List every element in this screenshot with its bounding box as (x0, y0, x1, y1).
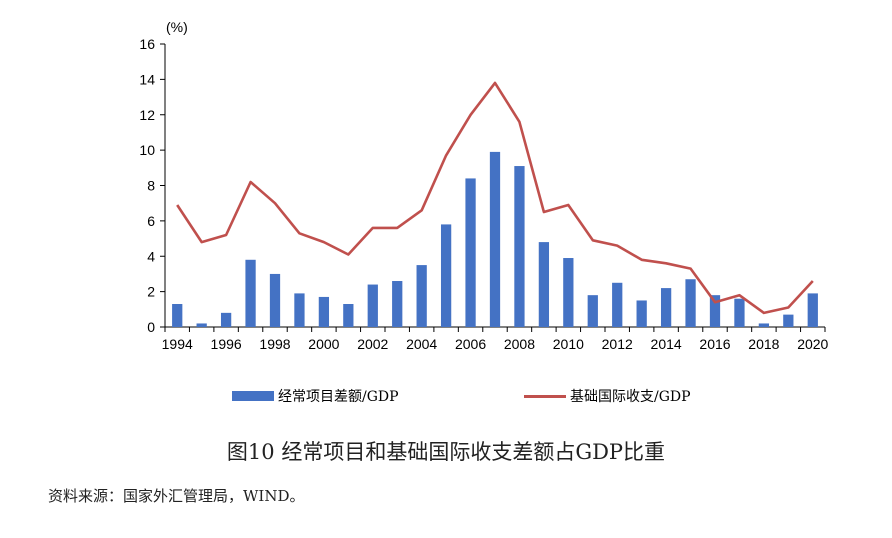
chart: 0 2 4 6 8 10 12 14 16 1994 1996 1998 2000 2002 2004 20… (139, 19, 829, 352)
legend-line-swatch (524, 394, 566, 398)
bar (172, 304, 183, 327)
x-tick-label: 2012 (602, 336, 633, 352)
bar (783, 314, 794, 327)
bar (709, 295, 721, 327)
y-tick-label: 6 (147, 213, 155, 229)
bar (660, 288, 672, 327)
bar (612, 282, 623, 327)
y-tick-label: 14 (139, 71, 155, 87)
bar (563, 258, 574, 327)
bar (489, 151, 501, 327)
bar (196, 323, 207, 327)
line-series (176, 81, 814, 315)
bar (416, 265, 427, 327)
bar (538, 242, 550, 327)
bar (758, 323, 770, 327)
bar (685, 279, 696, 327)
x-tick-label: 1994 (162, 336, 193, 352)
bar (440, 224, 452, 327)
x-axis: 1994 1996 1998 2000 2002 2004 2006 2008 2010 2012… (162, 326, 829, 352)
y-tick-label: 12 (139, 107, 155, 123)
bar (392, 281, 403, 327)
bar (245, 259, 256, 327)
bar (367, 284, 378, 327)
x-tick-label: 2016 (699, 336, 730, 352)
x-tick-label: 2004 (406, 336, 437, 352)
bar (269, 273, 281, 327)
figure-caption: 图10 经常项目和基础国际收支差额占GDP比重 (226, 440, 666, 464)
x-tick-label: 2002 (357, 336, 388, 352)
legend-label-current-account: 经常项目差额/GDP (278, 389, 399, 405)
y-tick-label: 16 (139, 36, 155, 52)
bar (734, 298, 745, 327)
bar (807, 293, 818, 327)
x-tick-label: 2010 (553, 336, 584, 352)
y-tick-label: 10 (139, 142, 155, 158)
source-note: 资料来源：国家外汇管理局，WIND。 (48, 487, 305, 505)
y-axis: 0 2 4 6 8 10 12 14 16 (139, 36, 166, 335)
legend-label-basic-balance: 基础国际收支/GDP (570, 389, 691, 405)
x-tick-label: 1998 (259, 336, 290, 352)
x-tick-label: 2006 (455, 336, 486, 352)
x-tick-label: 2014 (651, 336, 682, 352)
bar (294, 293, 305, 327)
y-tick-label: 4 (147, 248, 155, 264)
legend: 经常项目差额/GDP 基础国际收支/GDP (0, 386, 892, 414)
y-tick-label: 0 (147, 319, 155, 335)
bar (514, 166, 525, 327)
legend-bar-swatch (232, 391, 274, 401)
y-axis-unit-label: (%) (166, 19, 188, 35)
y-tick-label: 2 (147, 284, 155, 300)
y-tick-label: 8 (147, 178, 155, 194)
bar (220, 312, 232, 327)
bar (465, 178, 476, 327)
legend-item-current-account: 经常项目差额/GDP (232, 386, 399, 406)
bar (318, 296, 330, 327)
x-tick-label: 2000 (308, 336, 339, 352)
x-tick-label: 1996 (211, 336, 242, 352)
legend-item-basic-balance: 基础国际收支/GDP (524, 386, 691, 406)
x-tick-label: 2008 (504, 336, 535, 352)
bar (343, 304, 354, 327)
bar-series (172, 151, 818, 327)
bar (587, 295, 598, 327)
bar (636, 300, 647, 327)
x-tick-label: 2018 (748, 336, 779, 352)
series-line (176, 81, 814, 315)
x-tick-label: 2020 (797, 336, 828, 352)
